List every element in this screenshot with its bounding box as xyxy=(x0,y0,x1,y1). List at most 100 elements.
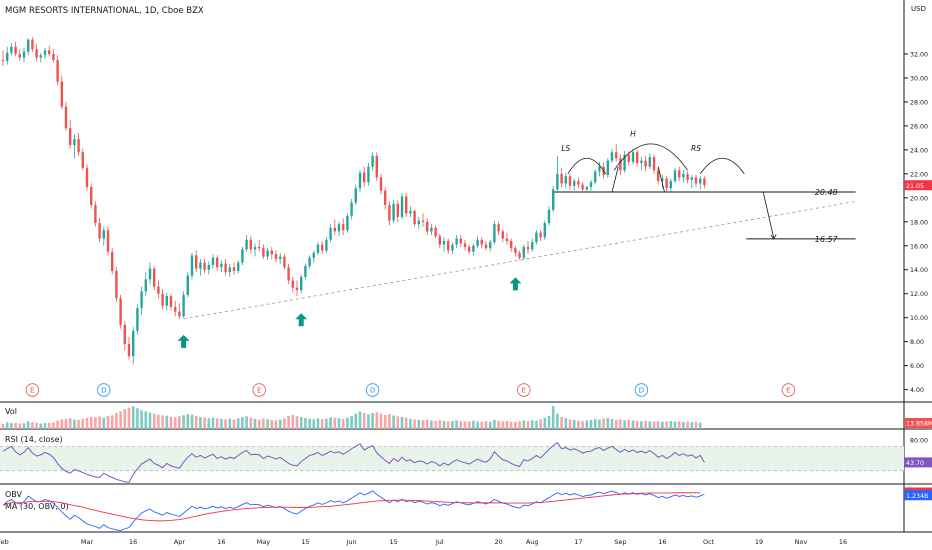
candle-body xyxy=(610,152,614,161)
volume-bar xyxy=(73,419,76,429)
candle-body xyxy=(384,190,387,206)
candle-body xyxy=(690,177,693,180)
candle-body xyxy=(291,280,294,288)
volume-bar xyxy=(270,420,274,429)
volume-bar xyxy=(493,419,496,429)
volume-bar xyxy=(463,421,467,429)
head-right-leg xyxy=(657,166,665,193)
volume-bar xyxy=(526,421,530,429)
candle-body xyxy=(539,232,542,238)
candle-body xyxy=(644,160,647,167)
time-axis-label: May xyxy=(257,538,271,546)
level-label: 16.57 xyxy=(815,235,839,244)
volume-bar xyxy=(308,418,311,429)
volume-bar xyxy=(467,421,471,429)
volume-bar xyxy=(178,416,181,429)
earnings-marker-icon xyxy=(252,383,266,397)
candle-body xyxy=(6,52,9,62)
volume-bar xyxy=(241,417,244,429)
candle-body xyxy=(153,268,156,287)
volume-bar xyxy=(10,423,13,429)
candle-body xyxy=(514,248,517,253)
event-marker-label: E xyxy=(522,387,526,395)
candle-body xyxy=(31,39,34,50)
candle-body xyxy=(363,172,366,183)
time-axis-label: 16 xyxy=(839,538,847,546)
volume-bar xyxy=(110,415,114,429)
candle-body xyxy=(220,263,223,268)
volume-bar xyxy=(224,419,227,429)
candle-body xyxy=(39,55,42,58)
volume-bar xyxy=(459,421,463,429)
volume-bar xyxy=(31,422,34,429)
volume-bar xyxy=(136,408,139,429)
candle-body xyxy=(640,160,643,164)
last-price-tag-bg xyxy=(904,180,932,191)
volume-bar xyxy=(371,413,374,429)
candle-body xyxy=(400,196,404,217)
candle-body xyxy=(333,227,336,232)
volume-bar xyxy=(220,419,223,429)
volume-bar xyxy=(245,416,248,429)
volume-bar xyxy=(585,420,589,429)
volume-bar xyxy=(228,418,232,429)
volume-bar xyxy=(316,418,320,429)
candle-body xyxy=(510,240,513,249)
volume-bar xyxy=(564,418,568,429)
candle-body xyxy=(661,178,664,182)
candle-body xyxy=(531,242,534,250)
volume-bar xyxy=(115,413,118,429)
volume-bar xyxy=(161,415,164,429)
time-axis-label: Sep xyxy=(614,538,626,546)
candle-body xyxy=(304,266,307,277)
candle-body xyxy=(346,215,349,231)
price-axis-label: 24.00 xyxy=(910,147,928,154)
pattern-label: RS xyxy=(691,144,701,153)
volume-pane-title: Vol xyxy=(5,407,17,416)
volume-bar xyxy=(320,419,324,429)
candle-body xyxy=(321,244,324,251)
candle-body xyxy=(102,230,105,239)
candle-body xyxy=(195,255,198,269)
candle-body xyxy=(379,177,383,191)
candle-body xyxy=(258,246,261,249)
time-axis-label: 19 xyxy=(755,538,763,546)
volume-bar xyxy=(593,419,597,429)
time-axis-label: Feb xyxy=(0,538,9,546)
volume-bar xyxy=(22,423,26,429)
candle-body xyxy=(568,176,572,186)
candle-body xyxy=(98,222,101,239)
time-axis-label: 16 xyxy=(658,538,666,546)
volume-bar xyxy=(434,421,437,429)
obv-ma-line xyxy=(2,492,701,522)
volume-bar xyxy=(186,414,190,429)
volume-bar xyxy=(165,415,169,429)
price-axis-label: 32.00 xyxy=(910,51,928,58)
time-axis-label: Nov xyxy=(795,538,808,546)
obv-last-tag: 1.234B xyxy=(906,493,928,500)
volume-bar xyxy=(94,417,97,429)
candle-body xyxy=(106,230,110,252)
volume-bar xyxy=(60,419,64,429)
volume-bar xyxy=(698,422,702,429)
volume-bar xyxy=(173,417,177,429)
pattern-label: H xyxy=(630,130,636,139)
candle-body xyxy=(216,257,219,268)
price-axis-label: 14.00 xyxy=(910,267,928,274)
rsi-pane-title: RSI (14, close) xyxy=(5,435,63,444)
candle-body xyxy=(699,178,702,184)
candle-body xyxy=(157,286,160,294)
left-shoulder-arc xyxy=(567,157,607,175)
volume-bar xyxy=(169,416,173,429)
candle-body xyxy=(111,251,114,271)
candle-body xyxy=(371,155,374,167)
candle-body xyxy=(232,267,236,271)
volume-bar xyxy=(614,420,618,429)
volume-bar xyxy=(77,420,80,429)
event-marker-label: D xyxy=(101,387,106,395)
volume-bar xyxy=(14,422,17,429)
candle-body xyxy=(686,173,689,180)
candle-body xyxy=(350,202,353,216)
candle-body xyxy=(606,160,609,176)
